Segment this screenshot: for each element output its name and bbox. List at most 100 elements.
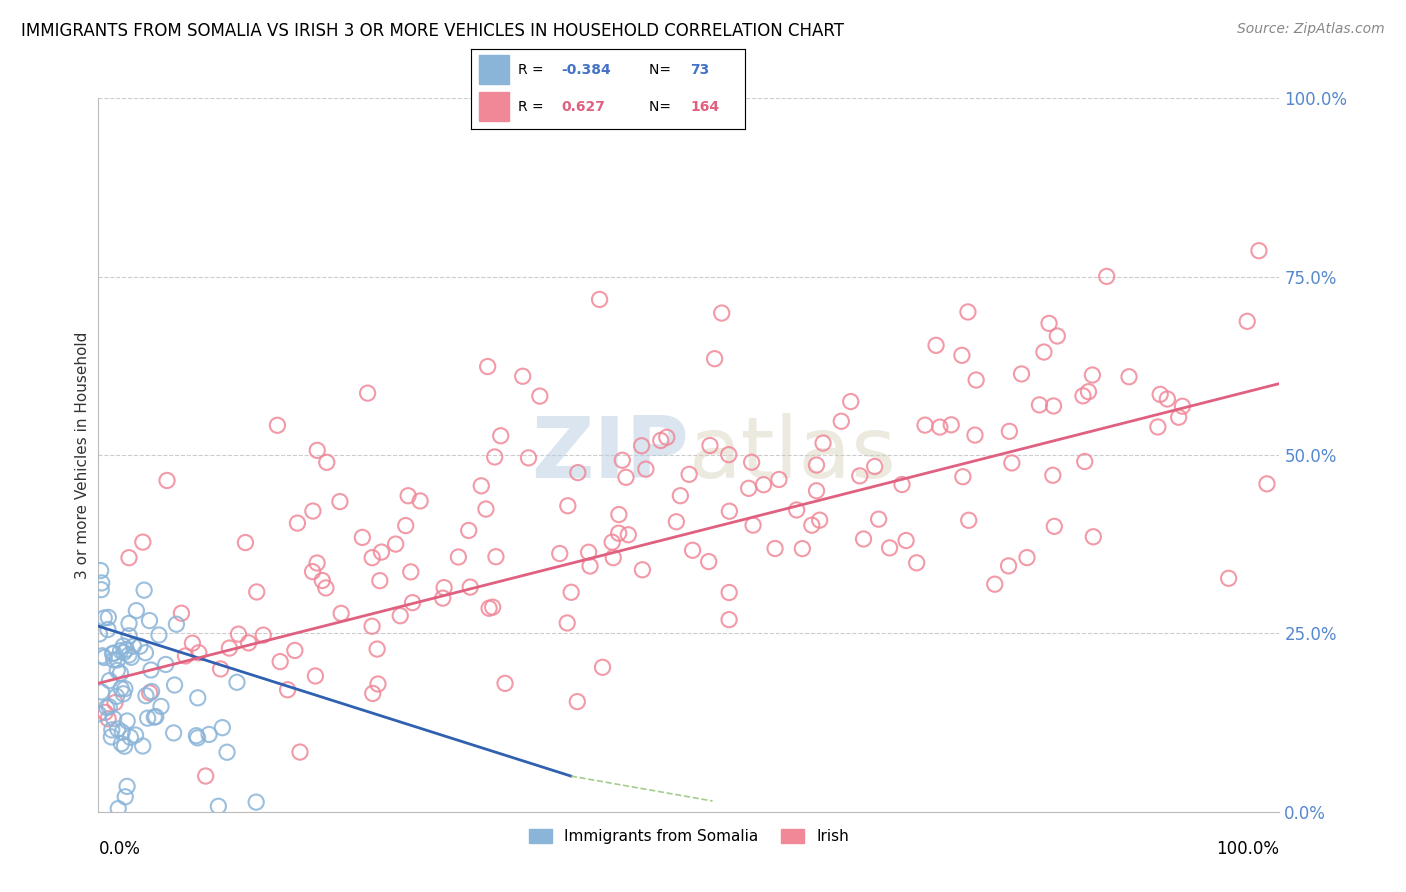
- Point: [245, 795, 267, 809]
- Point: [162, 726, 184, 740]
- Point: [135, 689, 157, 703]
- Point: [114, 789, 136, 804]
- Point: [207, 799, 229, 814]
- Point: [1042, 399, 1064, 413]
- Point: [1218, 571, 1240, 585]
- Point: [710, 306, 733, 320]
- Point: [107, 801, 129, 815]
- Point: [578, 545, 600, 559]
- Text: 73: 73: [690, 63, 710, 77]
- Point: [110, 666, 132, 681]
- Point: [1081, 368, 1104, 382]
- Point: [752, 477, 775, 491]
- Point: [101, 647, 124, 661]
- Point: [768, 473, 790, 487]
- Point: [998, 425, 1021, 439]
- Point: [194, 769, 217, 783]
- Point: [304, 669, 326, 683]
- Point: [839, 394, 862, 409]
- Point: [409, 494, 432, 508]
- Text: 100.0%: 100.0%: [1216, 840, 1279, 858]
- Point: [287, 516, 309, 530]
- Point: [956, 305, 979, 319]
- Point: [115, 714, 138, 728]
- Point: [150, 699, 173, 714]
- Text: Source: ZipAtlas.com: Source: ZipAtlas.com: [1237, 22, 1385, 37]
- Point: [965, 373, 987, 387]
- Point: [1167, 410, 1189, 425]
- Point: [678, 467, 700, 482]
- Point: [682, 543, 704, 558]
- Point: [485, 549, 508, 564]
- Point: [395, 518, 418, 533]
- Point: [97, 712, 120, 726]
- Point: [957, 513, 980, 527]
- Point: [665, 515, 688, 529]
- Point: [138, 686, 160, 700]
- Point: [198, 727, 221, 741]
- Point: [307, 556, 329, 570]
- Point: [90, 685, 112, 699]
- Point: [139, 663, 162, 677]
- Point: [226, 675, 249, 690]
- Point: [110, 737, 132, 751]
- Text: atlas: atlas: [689, 413, 897, 497]
- Point: [91, 648, 114, 663]
- Point: [97, 623, 120, 637]
- Point: [852, 532, 875, 546]
- Point: [894, 533, 917, 548]
- Point: [174, 648, 197, 663]
- Point: [607, 526, 630, 541]
- Point: [120, 650, 142, 665]
- Point: [132, 535, 155, 549]
- Point: [120, 731, 142, 745]
- Point: [315, 581, 337, 595]
- Point: [529, 389, 551, 403]
- Text: 0.0%: 0.0%: [98, 840, 141, 858]
- Text: -0.384: -0.384: [561, 63, 612, 77]
- Point: [512, 369, 534, 384]
- Point: [963, 428, 986, 442]
- Point: [156, 474, 179, 488]
- Point: [228, 627, 250, 641]
- Point: [187, 731, 209, 745]
- Point: [138, 614, 160, 628]
- Point: [718, 585, 741, 599]
- Point: [592, 660, 614, 674]
- Point: [457, 524, 479, 538]
- Point: [952, 469, 974, 483]
- Point: [112, 687, 135, 701]
- Point: [517, 450, 540, 465]
- Text: 164: 164: [690, 100, 720, 114]
- Point: [602, 550, 624, 565]
- Point: [579, 559, 602, 574]
- Point: [118, 616, 141, 631]
- Point: [950, 348, 973, 362]
- Point: [548, 547, 571, 561]
- Text: ZIP: ZIP: [531, 413, 689, 497]
- Text: 0.627: 0.627: [561, 100, 606, 114]
- Point: [181, 636, 204, 650]
- Point: [107, 722, 129, 736]
- Point: [477, 359, 499, 374]
- Point: [1074, 454, 1097, 468]
- Point: [114, 681, 136, 696]
- Point: [269, 655, 291, 669]
- Point: [891, 477, 914, 491]
- Text: R =: R =: [517, 63, 547, 77]
- Point: [925, 338, 948, 352]
- Point: [1028, 398, 1050, 412]
- Point: [277, 682, 299, 697]
- Point: [1015, 550, 1038, 565]
- Point: [352, 530, 374, 544]
- Point: [361, 619, 384, 633]
- Point: [215, 745, 238, 759]
- Point: [186, 729, 208, 743]
- Point: [1147, 420, 1170, 434]
- Point: [741, 455, 763, 469]
- Point: [94, 706, 117, 720]
- Point: [122, 640, 145, 654]
- Point: [1118, 369, 1140, 384]
- Point: [302, 504, 325, 518]
- Point: [115, 642, 138, 657]
